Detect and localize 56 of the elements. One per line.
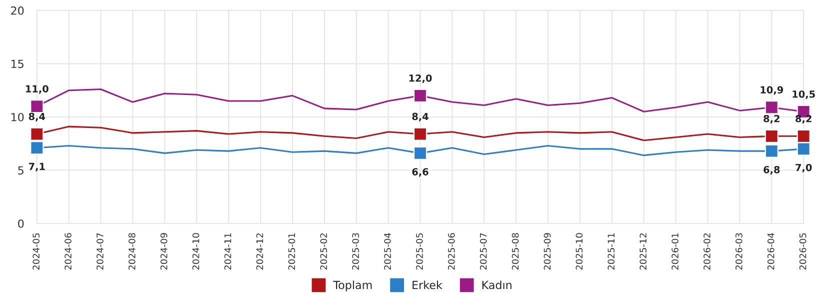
- data-label: 6,6: [412, 168, 428, 177]
- data-label: 8,4: [412, 112, 428, 122]
- y-tick-label: 10: [11, 112, 24, 122]
- x-tick-label: 2025-11: [608, 233, 615, 270]
- point: [413, 146, 428, 160]
- data-label: 8,2: [764, 114, 780, 124]
- legend-label: Toplam: [333, 280, 372, 292]
- data-label: 8,4: [28, 112, 46, 122]
- x-tick-label: 2024-06: [64, 233, 72, 270]
- x-tick-label: 2024-07: [96, 233, 104, 270]
- data-label: 12,0: [409, 74, 432, 84]
- x-tick-label: 2025-06: [448, 233, 455, 270]
- legend-label: Kadın: [482, 280, 512, 290]
- x-tick-label: 2026-03: [736, 233, 742, 270]
- x-tick-label: 2026-02: [704, 233, 710, 270]
- point: [764, 129, 778, 143]
- x-tick-label: 2024-11: [224, 233, 232, 270]
- point: [30, 127, 44, 141]
- y-tick-label: 15: [11, 60, 24, 68]
- point: [796, 142, 810, 156]
- x-tick-label: 2025-05: [416, 233, 423, 270]
- x-tick-label: 2026-05: [799, 233, 806, 270]
- x-tick-label: 2024-12: [256, 233, 264, 270]
- x-tick-label: 2025-03: [352, 233, 359, 270]
- x-tick-label: 2026-01: [672, 233, 678, 270]
- x-tick-label: 2025-09: [544, 233, 551, 270]
- x-tick-label: 2025-10: [576, 233, 583, 270]
- data-label: 10,5: [792, 90, 815, 100]
- x-tick-label: 2026-04: [767, 233, 774, 270]
- data-label: 6,8: [764, 166, 780, 175]
- data-label: 7,0: [796, 164, 812, 172]
- x-tick-label: 2024-08: [128, 233, 136, 270]
- x-tick-label: 2025-08: [512, 233, 519, 270]
- point: [764, 144, 778, 158]
- point: [30, 141, 44, 155]
- legend-label: Erkek: [412, 280, 442, 290]
- x-tick-label: 2024-09: [160, 233, 168, 270]
- point: [796, 129, 810, 143]
- x-tick-label: 2025-01: [288, 233, 296, 270]
- point: [413, 88, 428, 102]
- point: [30, 100, 44, 114]
- point: [413, 127, 428, 141]
- data-label: 10,9: [760, 86, 784, 95]
- x-tick-label: 2024-05: [32, 233, 40, 270]
- x-tick-label: 2025-12: [640, 233, 646, 270]
- y-tick-label: 5: [18, 166, 24, 175]
- x-tick-label: 2025-07: [480, 233, 487, 270]
- x-tick-label: 2024-10: [192, 233, 200, 270]
- point: [764, 100, 778, 114]
- data-label: 11,0: [26, 85, 48, 94]
- x-tick-label: 2025-04: [384, 233, 391, 270]
- x-tick-label: 2025-02: [320, 233, 328, 270]
- data-label: 8,2: [796, 114, 812, 124]
- y-tick-label: 0: [18, 219, 24, 228]
- y-tick-label: 20: [11, 6, 24, 15]
- data-label: 7,1: [28, 162, 45, 172]
